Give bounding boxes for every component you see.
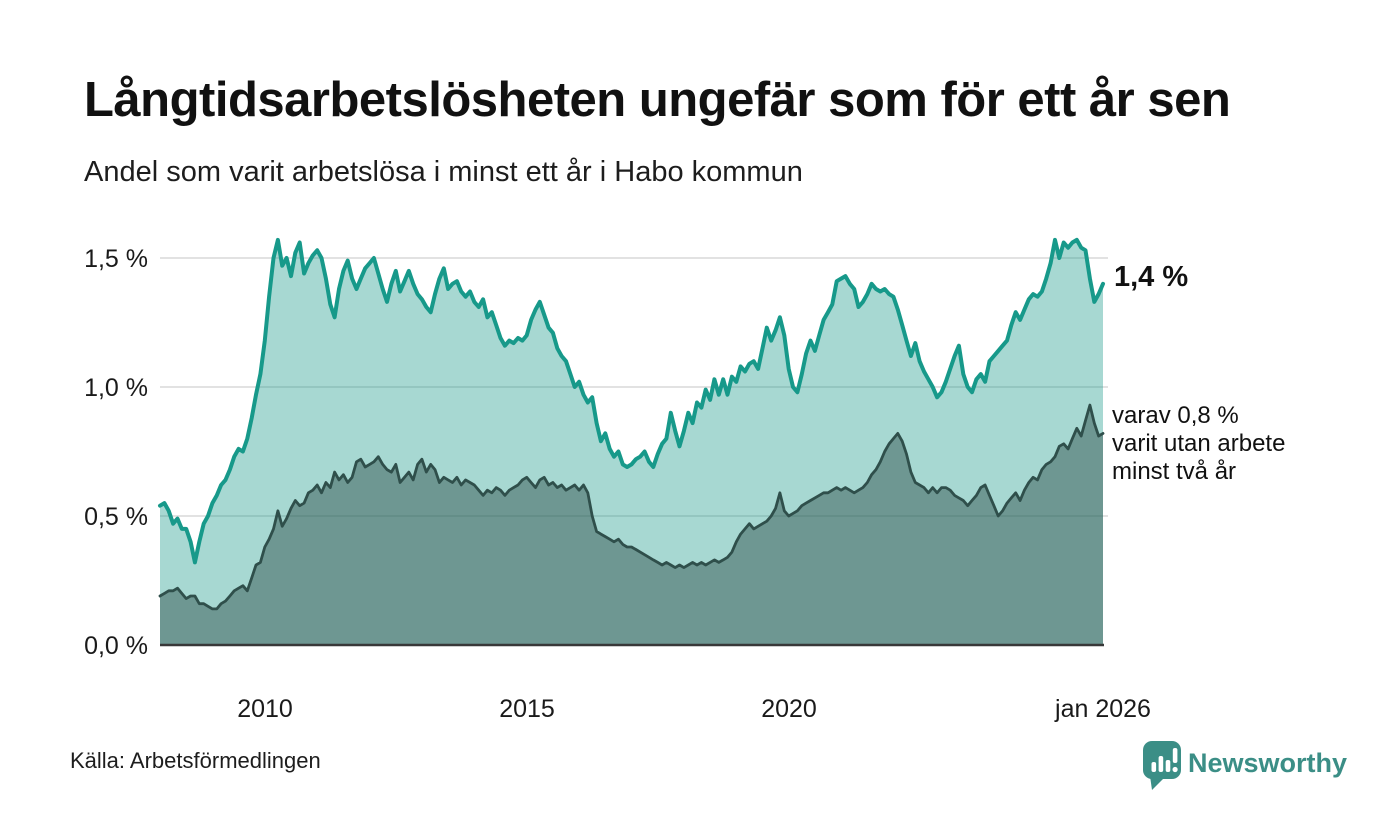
x-tick-label: 2020: [761, 695, 817, 723]
secondary-value-label: varav 0,8 % varit utan arbete minst två …: [1112, 402, 1285, 485]
secondary-value-line: varav 0,8 %: [1112, 402, 1239, 429]
logo-bar-icon: [1158, 756, 1164, 772]
y-tick-label: 1,0 %: [84, 374, 148, 402]
series-line-1: [158, 403, 1105, 611]
grid-lines: [160, 257, 1108, 517]
newsworthy-logo-icon: [1143, 741, 1181, 790]
y-tick-label: 1,5 %: [84, 245, 148, 273]
series-area-0: [160, 239, 1103, 645]
x-tick-label: 2010: [237, 695, 293, 723]
secondary-value-line: minst två år: [1112, 458, 1236, 485]
y-axis-labels: 1,5 % 1,0 % 0,5 % 0,0 %: [84, 245, 148, 660]
logo-bar-icon: [1165, 760, 1171, 772]
y-tick-label: 0,0 %: [84, 632, 148, 660]
source-note: Källa: Arbetsförmedlingen: [70, 748, 321, 773]
y-tick-label: 0,5 %: [84, 503, 148, 531]
x-axis-labels: 2010 2015 2020 jan 2026: [237, 695, 1151, 723]
page-title: Långtidsarbetslösheten ungefär som för e…: [84, 73, 1231, 127]
secondary-value-line: varit utan arbete: [1112, 430, 1285, 457]
newsworthy-logo: Newsworthy: [1143, 741, 1347, 790]
logo-exclamation-dot: [1172, 766, 1178, 773]
logo-bar-icon: [1151, 762, 1157, 772]
latest-value-label: 1,4 %: [1114, 261, 1188, 293]
chart-subtitle: Andel som varit arbetslösa i minst ett å…: [84, 156, 803, 188]
x-tick-label: jan 2026: [1054, 695, 1151, 723]
logo-exclamation-icon: [1172, 748, 1178, 763]
brand-name: Newsworthy: [1188, 748, 1347, 778]
series-line-0: [158, 237, 1105, 565]
x-tick-label: 2015: [499, 695, 555, 723]
